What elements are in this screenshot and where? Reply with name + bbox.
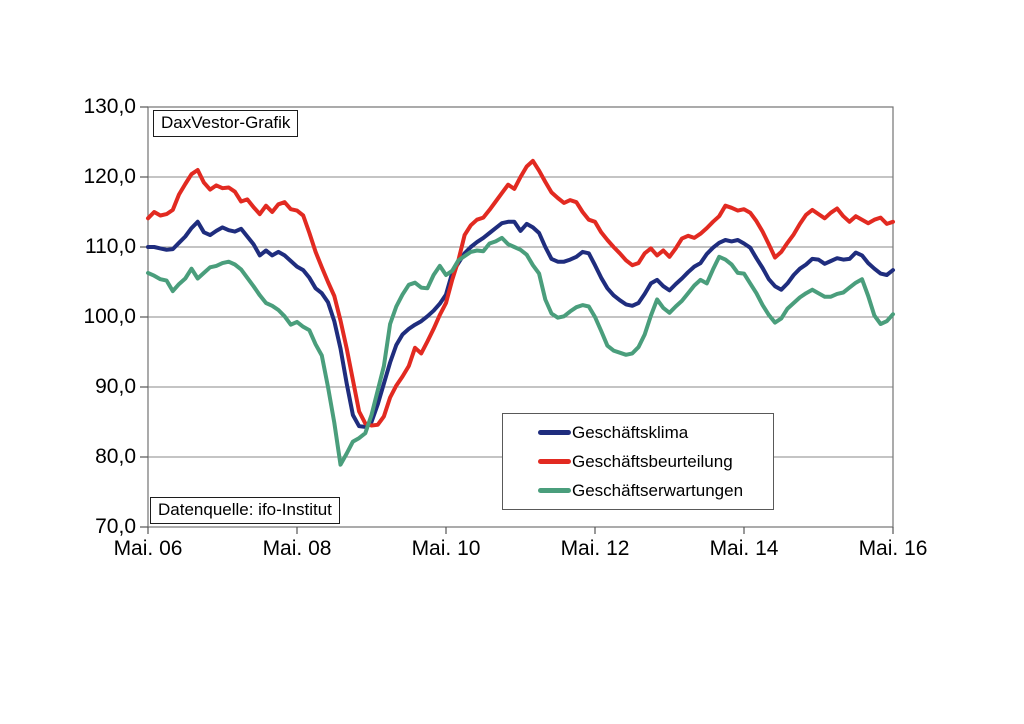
y-axis-tick-label: 100,0: [83, 305, 136, 328]
x-axis-tick-label: Mai. 12: [560, 537, 630, 560]
series-line-1: [146, 158, 895, 428]
x-axis-tick-label: Mai. 06: [113, 537, 183, 560]
chart-title-box: DaxVestor-Grafik: [153, 110, 299, 137]
x-axis-tick-label: Mai. 08: [262, 537, 332, 560]
legend-label: Geschäftsbeurteilung: [572, 451, 733, 471]
legend-label: Geschäftserwartungen: [572, 480, 744, 500]
legend-item-geschaeftserwartungen: Geschäftserwartungen: [538, 481, 773, 501]
legend-line-sample: [538, 488, 571, 493]
y-axis-tick-label: 130,0: [83, 95, 136, 118]
y-axis-tick-label: 110,0: [85, 235, 136, 258]
legend-line-sample: [538, 430, 571, 435]
x-axis-tick-label: Mai. 10: [411, 537, 481, 560]
x-axis-tick-label: Mai. 14: [709, 537, 779, 560]
y-axis-tick-label: 80,0: [95, 445, 136, 468]
legend-item-geschaeftsbeurteilung: Geschäftsbeurteilung: [538, 452, 773, 472]
data-source-box: Datenquelle: ifo-Institut: [150, 497, 340, 524]
y-axis-tick-label: 120,0: [83, 165, 136, 188]
legend-line-sample: [538, 459, 571, 464]
y-axis-tick-label: 90,0: [95, 375, 136, 398]
legend-label: Geschäftsklima: [572, 422, 689, 442]
legend-item-geschaeftsklima: Geschäftsklima: [538, 423, 773, 443]
x-axis-tick-label: Mai. 16: [858, 537, 928, 560]
y-axis-tick-label: 70,0: [95, 515, 136, 538]
series-line-2: [146, 235, 895, 467]
series-line-0: [146, 219, 895, 429]
legend: Geschäftsklima Geschäftsbeurteilung Gesc…: [502, 413, 774, 510]
